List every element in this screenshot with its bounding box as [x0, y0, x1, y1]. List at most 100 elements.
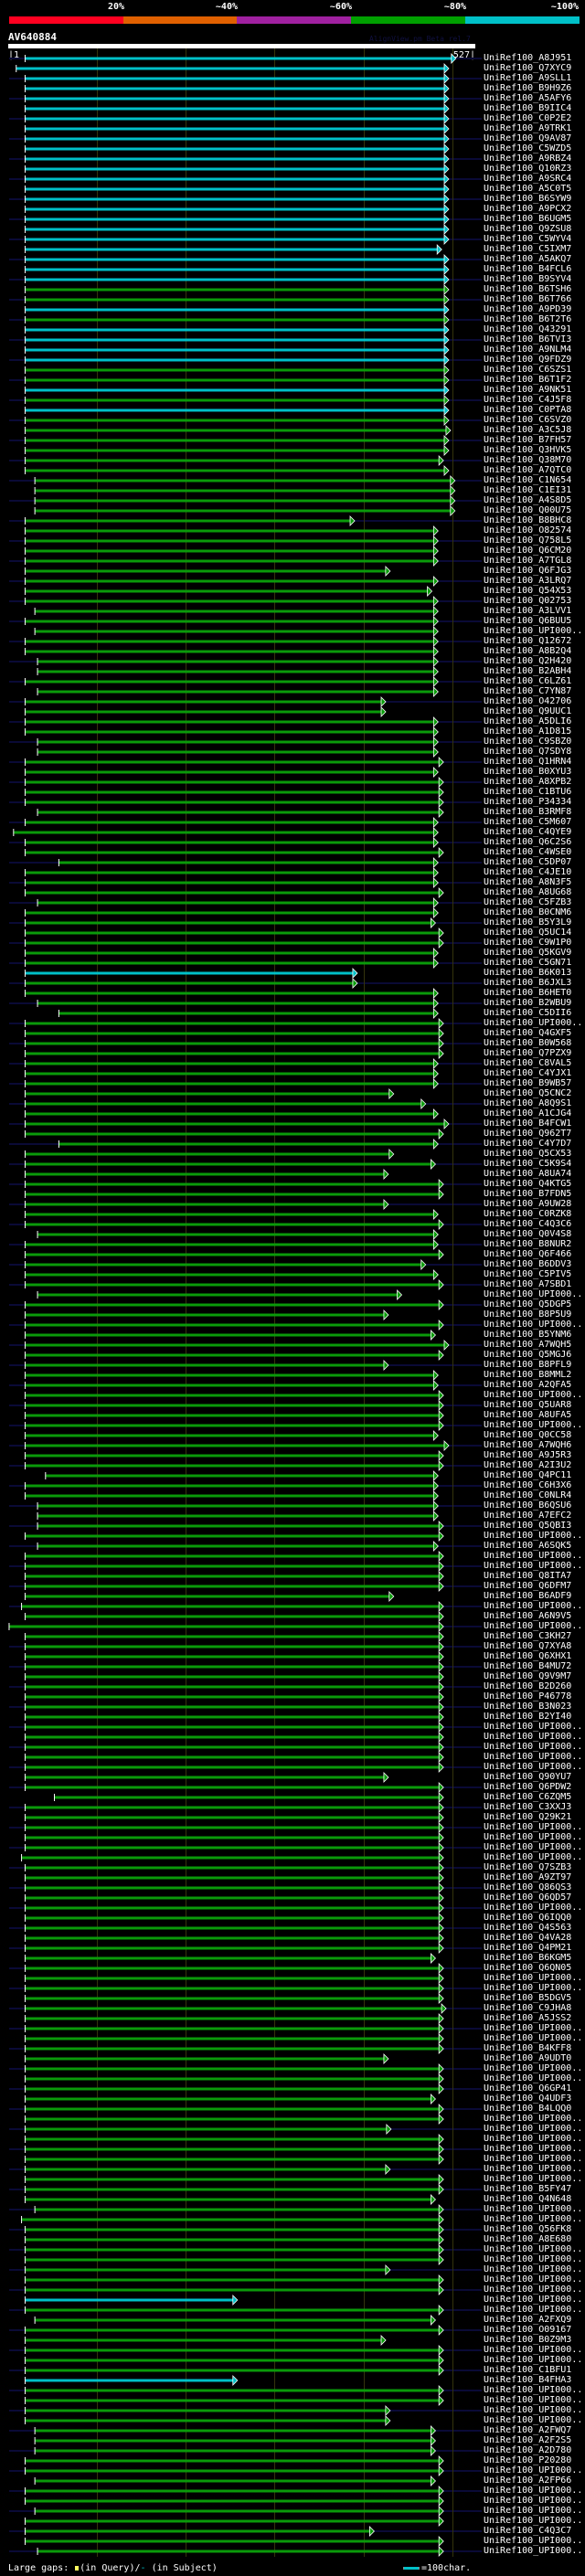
- hit-label[interactable]: UniRef100_UPI000..: [484, 2516, 583, 2526]
- hit-label[interactable]: UniRef100_UPI000..: [484, 2284, 583, 2295]
- hit-label[interactable]: UniRef100_Q4PM21: [484, 1943, 572, 1953]
- hit-label[interactable]: UniRef100_C0PTA8: [484, 405, 572, 415]
- hit-label[interactable]: UniRef100_UPI000..: [484, 1018, 583, 1028]
- hit-label[interactable]: UniRef100_C0P2E2: [484, 113, 572, 123]
- hit-label[interactable]: UniRef100_O42706: [484, 696, 572, 706]
- hit-label[interactable]: UniRef100_Q758L5: [484, 535, 572, 546]
- hit-label[interactable]: UniRef100_A8Q9S1: [484, 1098, 572, 1108]
- hit-label[interactable]: UniRef100_Q4N648: [484, 2194, 572, 2204]
- hit-label[interactable]: UniRef100_Q7PZX9: [484, 1048, 572, 1058]
- hit-label[interactable]: UniRef100_A9UDT0: [484, 2053, 572, 2063]
- hit-label[interactable]: UniRef100_A9UW28: [484, 1199, 572, 1209]
- hit-label[interactable]: UniRef100_UPI000..: [484, 1752, 583, 1762]
- hit-label[interactable]: UniRef100_Q5QBI3: [484, 1521, 572, 1531]
- hit-label[interactable]: UniRef100_B4FHA3: [484, 2375, 572, 2385]
- hit-label[interactable]: UniRef100_Q5CX53: [484, 1149, 572, 1159]
- hit-label[interactable]: UniRef100_Q6FJG3: [484, 566, 572, 576]
- hit-label[interactable]: UniRef100_UPI000..: [484, 626, 583, 636]
- hit-label[interactable]: UniRef100_C7YN87: [484, 686, 572, 696]
- hit-label[interactable]: UniRef100_UPI000..: [484, 1531, 583, 1541]
- hit-label[interactable]: UniRef100_Q7XYA8: [484, 1641, 572, 1651]
- hit-label[interactable]: UniRef100_C9W1P0: [484, 938, 572, 948]
- hit-label[interactable]: UniRef100_UPI000..: [484, 1289, 583, 1299]
- hit-label[interactable]: UniRef100_Q4VA28: [484, 1933, 572, 1943]
- hit-label[interactable]: UniRef100_A8J951: [484, 53, 572, 63]
- hit-label[interactable]: UniRef100_C6LZ61: [484, 676, 572, 686]
- hit-label[interactable]: UniRef100_UPI000..: [484, 2204, 583, 2214]
- hit-label[interactable]: UniRef100_A9TRK1: [484, 123, 572, 133]
- hit-label[interactable]: UniRef100_UPI000..: [484, 2305, 583, 2315]
- hit-label[interactable]: UniRef100_C5DII6: [484, 1008, 572, 1018]
- hit-label[interactable]: UniRef100_UPI000..: [484, 2033, 583, 2043]
- hit-label[interactable]: UniRef100_B5YNM6: [484, 1330, 572, 1340]
- hit-label[interactable]: UniRef100_C0RZK8: [484, 1209, 572, 1219]
- hit-label[interactable]: UniRef100_UPI000..: [484, 1822, 583, 1832]
- hit-label[interactable]: UniRef100_B0Z9M3: [484, 2335, 572, 2345]
- hit-label[interactable]: UniRef100_UPI000..: [484, 1320, 583, 1330]
- hit-label[interactable]: UniRef100_B7FDN5: [484, 1189, 572, 1199]
- hit-label[interactable]: UniRef100_C5GN71: [484, 958, 572, 968]
- hit-label[interactable]: UniRef100_A8N3F5: [484, 877, 572, 887]
- hit-label[interactable]: UniRef100_A4S8D5: [484, 495, 572, 505]
- hit-label[interactable]: UniRef100_UPI000..: [484, 2214, 583, 2224]
- hit-label[interactable]: UniRef100_A5DLI6: [484, 716, 572, 726]
- hit-label[interactable]: UniRef100_Q6PDW2: [484, 1782, 572, 1792]
- hit-label[interactable]: UniRef100_Q0V4S8: [484, 1229, 572, 1239]
- hit-label[interactable]: UniRef100_B6K013: [484, 968, 572, 978]
- hit-label[interactable]: UniRef100_C3KH27: [484, 1631, 572, 1641]
- hit-label[interactable]: UniRef100_C3XXJ3: [484, 1802, 572, 1812]
- hit-label[interactable]: UniRef100_UPI000..: [484, 2073, 583, 2083]
- hit-label[interactable]: UniRef100_UPI000..: [484, 2415, 583, 2425]
- hit-label[interactable]: UniRef100_UPI000..: [484, 2023, 583, 2033]
- hit-label[interactable]: UniRef100_A9SLL1: [484, 73, 572, 83]
- hit-label[interactable]: UniRef100_UPI000..: [484, 2546, 583, 2556]
- hit-label[interactable]: UniRef100_C5PIV5: [484, 1269, 572, 1279]
- hit-label[interactable]: UniRef100_A9SRC4: [484, 174, 572, 184]
- hit-label[interactable]: UniRef100_A7EFC2: [484, 1511, 572, 1521]
- hit-label[interactable]: UniRef100_B2WBU9: [484, 998, 572, 1008]
- hit-label[interactable]: UniRef100_UPI000..: [484, 1420, 583, 1430]
- hit-label[interactable]: UniRef100_Q9FDZ9: [484, 355, 572, 365]
- hit-label[interactable]: UniRef100_C6ZQM5: [484, 1792, 572, 1802]
- hit-label[interactable]: UniRef100_Q4GXF5: [484, 1028, 572, 1038]
- hit-label[interactable]: UniRef100_Q9V9M7: [484, 1671, 572, 1681]
- hit-label[interactable]: UniRef100_C5FZB3: [484, 897, 572, 907]
- hit-label[interactable]: UniRef100_Q86QS3: [484, 1882, 572, 1892]
- hit-label[interactable]: UniRef100_A2D780: [484, 2445, 572, 2455]
- hit-label[interactable]: UniRef100_C9JHA8: [484, 2003, 572, 2013]
- hit-label[interactable]: UniRef100_Q38M70: [484, 455, 572, 465]
- hit-label[interactable]: UniRef100_UPI000..: [484, 1973, 583, 1983]
- hit-label[interactable]: UniRef100_UPI000..: [484, 1983, 583, 1993]
- hit-label[interactable]: UniRef100_Q10RZ3: [484, 164, 572, 174]
- hit-label[interactable]: UniRef100_Q7SZB3: [484, 1862, 572, 1872]
- hit-label[interactable]: UniRef100_B8NUR2: [484, 1239, 572, 1249]
- hit-label[interactable]: UniRef100_Q5KGV9: [484, 948, 572, 958]
- hit-label[interactable]: UniRef100_UPI000..: [484, 2134, 583, 2144]
- hit-label[interactable]: UniRef100_B9SYV4: [484, 274, 572, 284]
- hit-label[interactable]: UniRef100_Q00U75: [484, 505, 572, 515]
- hit-label[interactable]: UniRef100_A1CJG4: [484, 1108, 572, 1118]
- hit-label[interactable]: UniRef100_P20280: [484, 2455, 572, 2465]
- hit-label[interactable]: UniRef100_A2F2S5: [484, 2435, 572, 2445]
- hit-label[interactable]: UniRef100_A9RBZ4: [484, 154, 572, 164]
- hit-label[interactable]: UniRef100_A7WQH5: [484, 1340, 572, 1350]
- hit-label[interactable]: UniRef100_Q5MGJ6: [484, 1350, 572, 1360]
- hit-label[interactable]: UniRef100_A5AKQ7: [484, 254, 572, 264]
- hit-label[interactable]: UniRef100_B8BHC8: [484, 515, 572, 525]
- hit-label[interactable]: UniRef100_B6JXL3: [484, 978, 572, 988]
- hit-label[interactable]: UniRef100_Q0CC58: [484, 1430, 572, 1440]
- hit-label[interactable]: UniRef100_UPI000..: [484, 2395, 583, 2405]
- hit-label[interactable]: UniRef100_Q9AV87: [484, 133, 572, 143]
- hit-label[interactable]: UniRef100_Q6CM20: [484, 546, 572, 556]
- hit-label[interactable]: UniRef100_B2ABH4: [484, 666, 572, 676]
- hit-label[interactable]: UniRef100_C5WYV4: [484, 234, 572, 244]
- hit-label[interactable]: UniRef100_Q962T7: [484, 1129, 572, 1139]
- hit-label[interactable]: UniRef100_C1BTU6: [484, 787, 572, 797]
- hit-label[interactable]: UniRef100_B6QSU6: [484, 1500, 572, 1511]
- hit-label[interactable]: UniRef100_Q5DGP5: [484, 1299, 572, 1309]
- hit-label[interactable]: UniRef100_UPI000..: [484, 2295, 583, 2305]
- hit-label[interactable]: UniRef100_UPI000..: [484, 1742, 583, 1752]
- hit-label[interactable]: UniRef100_A7WQH6: [484, 1440, 572, 1450]
- hit-label[interactable]: UniRef100_B3RMF8: [484, 807, 572, 817]
- hit-label[interactable]: UniRef100_Q6QD57: [484, 1892, 572, 1903]
